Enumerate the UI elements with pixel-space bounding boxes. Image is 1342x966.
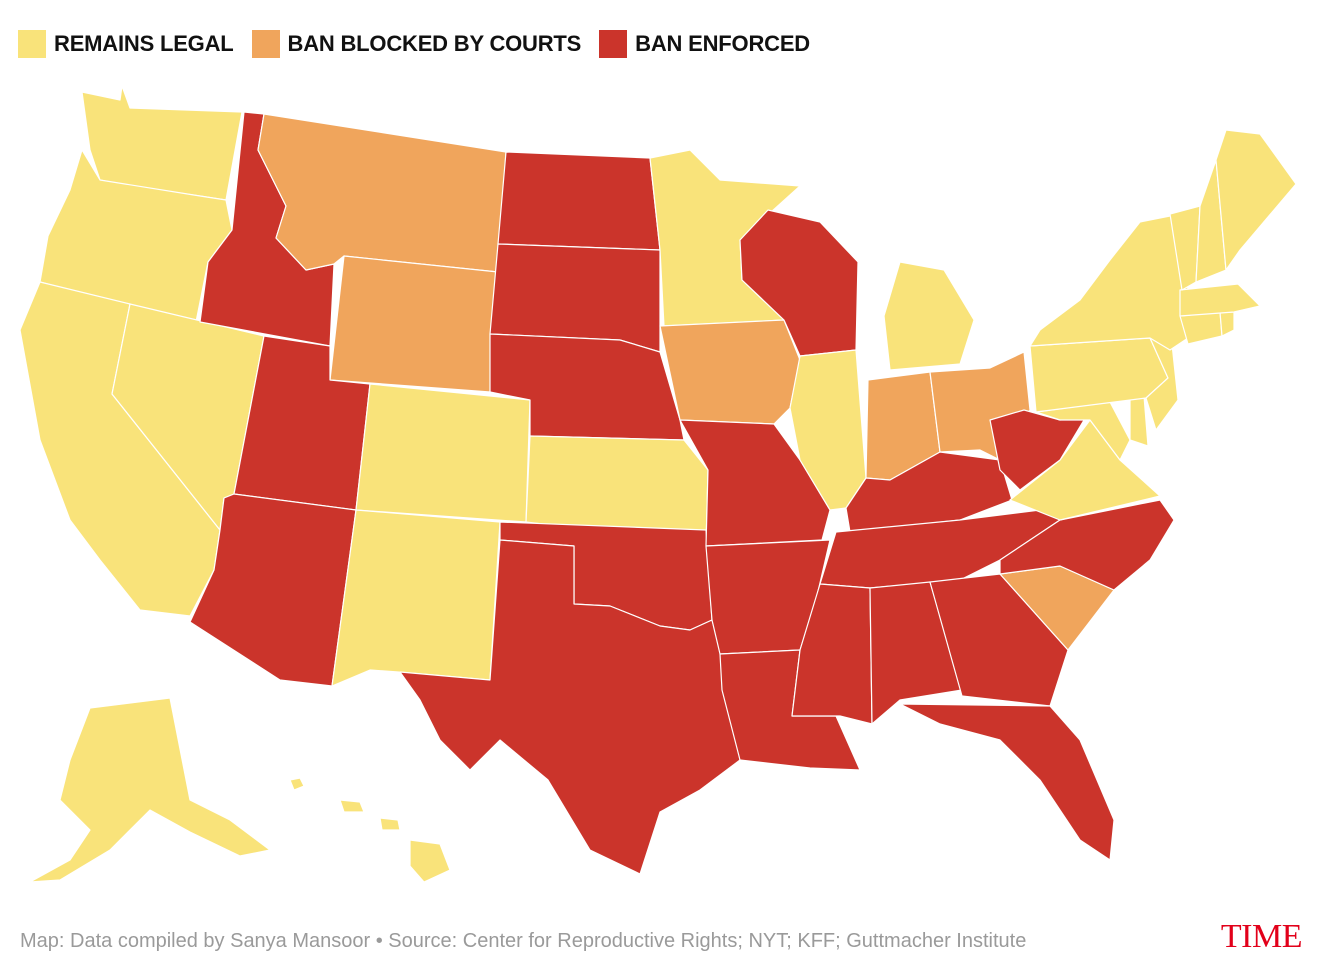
- state-florida: [899, 703, 1115, 861]
- state-iowa: [659, 319, 801, 425]
- legend-label-ban-enforced: BAN ENFORCED: [635, 31, 810, 56]
- legend-label-remains-legal: REMAINS LEGAL: [54, 31, 234, 56]
- state-montana: [257, 113, 507, 273]
- state-missouri: [679, 419, 831, 547]
- legend-label-ban-blocked: BAN BLOCKED BY COURTS: [287, 31, 582, 56]
- us-states-map: [19, 85, 1297, 883]
- state-hawaii: [289, 777, 451, 883]
- state-alaska: [29, 697, 271, 883]
- legend-swatch-remains-legal: [18, 30, 46, 58]
- legend-item-remains-legal: REMAINS LEGAL: [18, 30, 234, 58]
- state-massachusetts: [1179, 283, 1261, 317]
- state-delaware: [1129, 395, 1149, 447]
- legend-swatch-ban-enforced: [599, 30, 628, 58]
- legend-swatch-ban-blocked: [251, 30, 280, 58]
- state-georgia: [929, 573, 1069, 707]
- legend: REMAINS LEGAL BAN BLOCKED BY COURTS BAN …: [18, 30, 828, 58]
- state-alabama: [869, 581, 963, 725]
- state-connecticut: [1179, 311, 1223, 345]
- time-logo: TIME: [1220, 918, 1303, 955]
- legend-item-ban-blocked: BAN BLOCKED BY COURTS: [251, 30, 582, 58]
- legend-item-ban-enforced: BAN ENFORCED: [599, 30, 810, 58]
- state-wyoming: [329, 255, 499, 393]
- state-oregon: [39, 149, 233, 323]
- state-north-carolina: [999, 499, 1175, 591]
- states-layer: [19, 85, 1297, 883]
- state-new-mexico: [331, 509, 501, 687]
- state-michigan: [883, 261, 975, 371]
- state-texas: [399, 539, 741, 875]
- state-colorado: [355, 383, 531, 523]
- state-rhode-island: [1219, 311, 1235, 337]
- map-footer-source: Map: Data compiled by Sanya Mansoor • So…: [20, 930, 1027, 952]
- state-maine: [1215, 129, 1297, 271]
- state-north-dakota: [497, 151, 661, 251]
- state-illinois: [789, 349, 867, 511]
- state-west-virginia: [989, 409, 1091, 491]
